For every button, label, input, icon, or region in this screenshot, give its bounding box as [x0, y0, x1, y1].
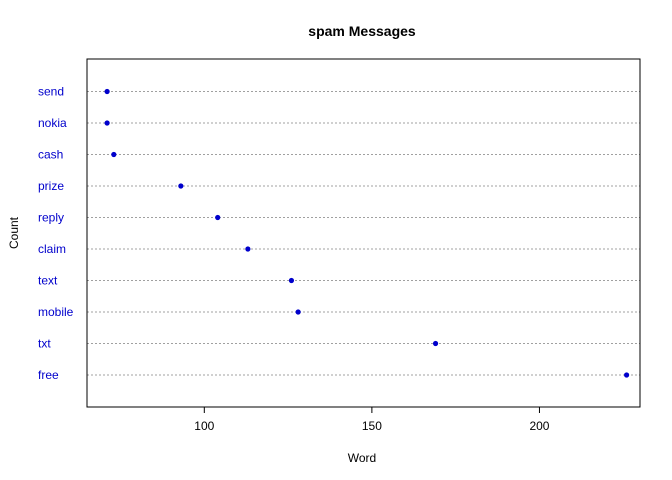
data-point — [104, 120, 110, 126]
data-points — [104, 88, 630, 378]
data-point — [215, 214, 221, 221]
category-label: text — [38, 274, 58, 288]
category-label: reply — [38, 211, 64, 225]
data-point — [111, 151, 117, 158]
category-label: prize — [38, 179, 64, 193]
x-axis: 100 150 200 — [194, 406, 550, 433]
category-label: free — [38, 368, 59, 382]
category-label: mobile — [38, 305, 74, 319]
chart-title: spam Messages — [308, 23, 416, 39]
category-labels: free txt mobile text claim reply prize cash noki… — [38, 85, 74, 383]
y-axis-label: Count — [7, 216, 21, 249]
category-label: send — [38, 85, 64, 99]
data-point — [288, 277, 295, 284]
x-axis-label: Word — [348, 451, 376, 465]
data-point — [245, 246, 251, 252]
grid-lines — [87, 91, 640, 376]
x-tick-label: 150 — [362, 419, 382, 433]
data-point — [623, 372, 630, 378]
category-label: cash — [38, 148, 63, 162]
data-point — [295, 309, 301, 315]
data-point — [104, 88, 110, 95]
category-label: claim — [38, 242, 66, 256]
plot-frame — [86, 58, 641, 408]
data-point — [432, 340, 439, 347]
category-label: txt — [38, 337, 51, 351]
data-point — [178, 183, 184, 189]
x-tick-label: 200 — [529, 419, 549, 433]
category-label: nokia — [38, 116, 67, 130]
x-tick-label: 100 — [194, 419, 214, 433]
